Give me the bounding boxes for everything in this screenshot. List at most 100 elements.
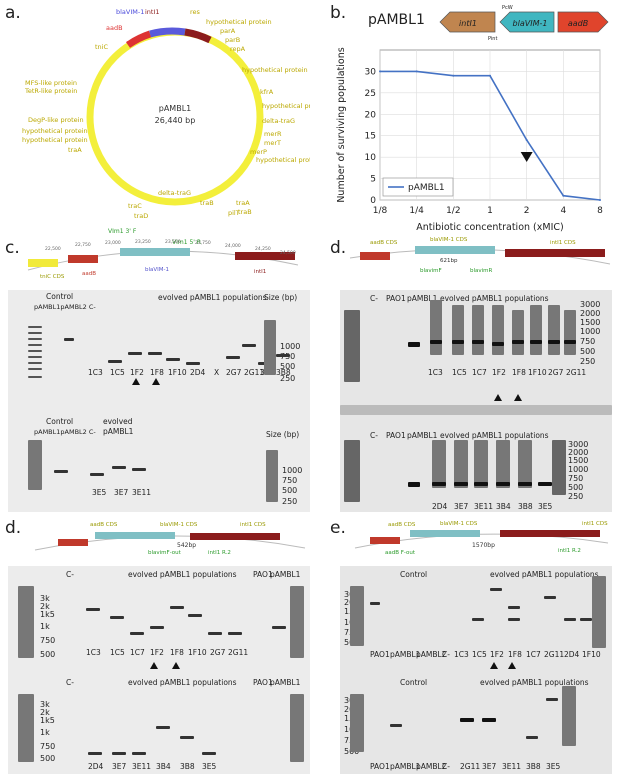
- d1-lane-3e5: 3E5: [538, 502, 553, 511]
- d1-lane-1c3: 1C3: [428, 368, 443, 377]
- d1-fwd: blavimF: [420, 268, 442, 274]
- d2-bot-evolved: evolved pAMBL1 populations: [128, 678, 237, 687]
- d1-bot-size-1500: 1500: [568, 456, 589, 465]
- gel-band: [472, 618, 484, 621]
- gel-band: [90, 473, 104, 476]
- gene-construct: intI1 blaVIM-1 aadB PcW Pint: [439, 5, 609, 42]
- ladder-band: [28, 362, 42, 364]
- gel-band: [86, 608, 100, 611]
- panel-d2-letter: d.: [5, 518, 22, 538]
- panel-e-letter: e.: [330, 518, 346, 538]
- c-lane-2g7: 2G7: [226, 368, 242, 377]
- gel-band: [208, 632, 222, 635]
- annotation-arrowhead: [520, 152, 533, 162]
- d1-lane-2d4: 2D4: [432, 502, 448, 511]
- gel-band: [432, 482, 446, 486]
- e-bot-lane-3e5: 3E5: [546, 762, 561, 771]
- d2-bot-size-500: 500: [40, 754, 56, 763]
- data-point: [379, 70, 381, 73]
- y-tick-label: 20: [365, 110, 377, 120]
- x-tick-label: 2: [524, 206, 530, 216]
- gene-blavim-box: blaVIM-1: [513, 19, 548, 28]
- arrowhead-marker: [508, 662, 516, 669]
- c-coord-1: 22,500: [45, 246, 61, 252]
- x-tick-label: 1/8: [373, 206, 388, 216]
- e-bot-lane-3b8: 3B8: [526, 762, 541, 771]
- gene-hyp6: hypothetical protein: [256, 156, 310, 164]
- d2-bot-size-750: 750: [40, 742, 56, 751]
- gel-divider: [340, 405, 612, 415]
- gel-band: [512, 340, 524, 344]
- y-tick-label: 15: [365, 132, 376, 142]
- gel-band: [64, 338, 74, 341]
- d1-bot-size-3000: 3000: [568, 440, 589, 449]
- x-tick-label: 1: [487, 206, 493, 216]
- c-primer-f: VIm1 3' F: [108, 228, 137, 235]
- gel-band: [54, 470, 68, 473]
- d1-lane-1f10: 1F10: [528, 368, 547, 377]
- d2-bot-pao: PAO1: [253, 678, 273, 687]
- d2-inti1: intI1 CDS: [240, 522, 266, 528]
- gel-band: [460, 718, 474, 722]
- c-lane-x: X: [214, 368, 220, 377]
- c-inti1: intI1: [254, 269, 266, 275]
- data-point: [562, 194, 565, 197]
- gel-band: [166, 358, 180, 361]
- d2-aadb: aadB CDS: [90, 522, 118, 528]
- d2-top-size-1k5: 1k5: [40, 610, 55, 619]
- d1-top-size-2000: 2000: [580, 309, 601, 318]
- d1-inti1: intI1 CDS: [550, 240, 576, 246]
- d2-top-pao: PAO1: [253, 570, 273, 579]
- data-point: [415, 70, 418, 73]
- ladder-lane: [290, 586, 304, 658]
- gel-band: [180, 736, 194, 739]
- gene-pilt: pilT: [228, 209, 240, 217]
- gene-deltatrag2: delta-traG: [158, 189, 191, 197]
- d1-rev: blavimR: [470, 268, 493, 274]
- c-top-evolved: evolved pAMBL1 populations: [158, 293, 267, 302]
- ladder-band: [28, 356, 42, 358]
- d1-bot-size-1000: 1000: [568, 465, 589, 474]
- e-inti1: intI1 CDS: [582, 521, 608, 527]
- panel-d2-map: aadB CDS blaVIM-1 CDS 542bp blavimF-out …: [34, 522, 306, 556]
- panel-d1-map: aadB CDS blaVIM-1 CDS 621bp blavimF blav…: [349, 237, 611, 274]
- d2-lane-3e7: 3E7: [112, 762, 127, 771]
- c-top-size-500: 500: [280, 362, 296, 371]
- c-bot-size-750: 750: [282, 476, 298, 485]
- smear: [512, 310, 524, 355]
- d1-blavim: blaVIM-1 CDS: [430, 237, 468, 243]
- e-top-lane-1c7: 1C7: [526, 650, 541, 659]
- construct-name: pAMBL1: [368, 12, 425, 28]
- gel-band: [108, 360, 122, 363]
- smear: [432, 440, 446, 488]
- d2-bot-pambl: pAMBL1: [270, 678, 301, 687]
- d2-bot-size-1k5: 1k5: [40, 716, 55, 725]
- gel-band: [580, 618, 592, 621]
- gel-band: [544, 596, 556, 599]
- legend-label: pAMBL1: [408, 183, 445, 193]
- d2-top-evolved: evolved pAMBL1 populations: [128, 570, 237, 579]
- d2-lane-3e5: 3E5: [202, 762, 217, 771]
- gel-band: [110, 616, 124, 619]
- gel-band: [408, 342, 420, 347]
- c-primer-r: VIm1 5' R: [172, 239, 201, 246]
- ladder-lane: [350, 694, 364, 752]
- gel-band: [128, 352, 142, 355]
- e-rev: intI1 R.2: [558, 548, 581, 554]
- d1-top-size-1500: 1500: [580, 318, 601, 327]
- ladder-band: [28, 368, 42, 370]
- gel-band: [112, 466, 126, 469]
- gel-band: [482, 718, 496, 722]
- c-coord-3: 23,000: [105, 240, 121, 246]
- smear: [518, 440, 532, 488]
- gel-band: [472, 340, 484, 344]
- e-top-lane-pao1: PAO1: [370, 650, 390, 659]
- c-top-size: Size (bp): [264, 293, 298, 302]
- e-bot-lane-2g11: 2G11: [460, 762, 481, 771]
- gel-band: [526, 736, 538, 739]
- d1-top-size-3000: 3000: [580, 300, 601, 309]
- panel-c-letter: c.: [5, 238, 20, 258]
- gene-mfs: MFS-like protein: [25, 79, 77, 87]
- c-coord-9: 24,500: [280, 250, 296, 256]
- panel-b-letter: b.: [330, 3, 347, 23]
